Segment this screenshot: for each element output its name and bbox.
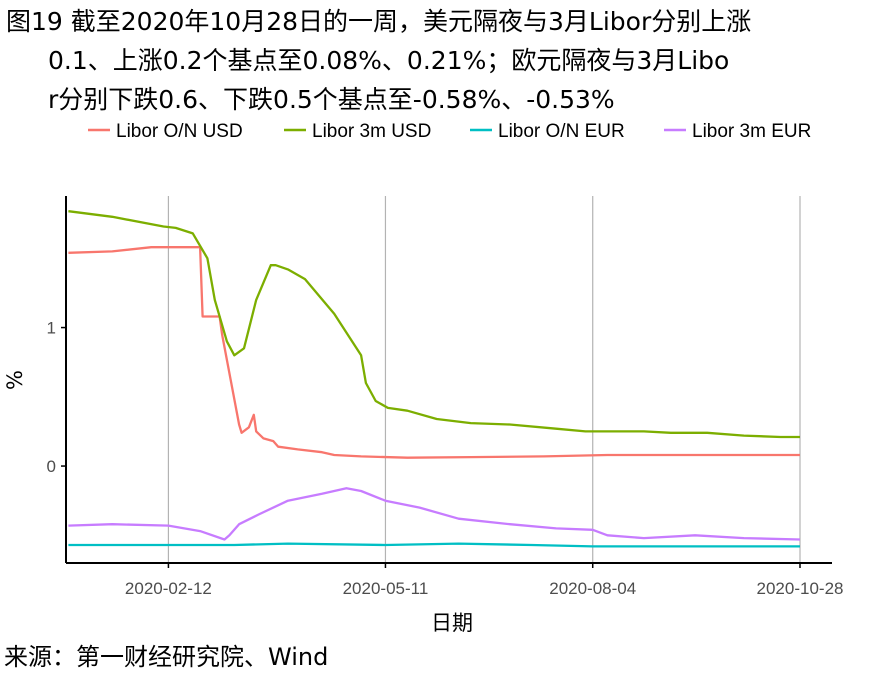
legend-label-2: Libor O/N EUR: [498, 121, 625, 142]
title-line-1: 图19 截至2020年10月28日的一周，美元隔夜与3月Libor分别上涨: [6, 7, 752, 36]
legend: Libor O/N USD Libor 3m USD Libor O/N EUR Li…: [88, 121, 811, 142]
series-line-3: [68, 487, 801, 541]
series-lines: [68, 210, 801, 548]
series-line-0: [68, 246, 800, 459]
x-tick-label-2020-10-28: 2020-10-28: [757, 579, 844, 598]
y-tick-label-1: 1: [47, 319, 56, 338]
y-axis-label: %: [3, 370, 27, 390]
x-tick-label-2020-02-12: 2020-02-12: [125, 579, 212, 598]
series-line-1: [68, 210, 800, 439]
x-tick-label-2020-05-11: 2020-05-11: [343, 579, 429, 598]
legend-label-3: Libor 3m EUR: [692, 121, 811, 142]
chart-title: 图19 截至2020年10月28日的一周，美元隔夜与3月Libor分别上涨 0.…: [6, 2, 876, 119]
x-tick-label-2020-08-04: 2020-08-04: [549, 579, 636, 598]
x-axis-label: 日期: [431, 611, 473, 635]
legend-label-1: Libor 3m USD: [312, 121, 431, 142]
series-line-2: [68, 542, 800, 548]
title-line-3: r分别下跌0.6、下跌0.5个基点至-0.58%、-0.53%: [48, 85, 615, 114]
title-line-2: 0.1、上涨0.2个基点至0.08%、0.21%；欧元隔夜与3月Libo: [48, 46, 730, 75]
source-note: 来源：第一财经研究院、Wind: [4, 643, 329, 671]
vertical-gridlines: [167, 196, 801, 563]
axes: 0 1 2020-02-12 2020-05-11 2020-08-04 2020-10-…: [47, 196, 844, 598]
y-tick-label-0: 0: [47, 457, 56, 476]
legend-label-0: Libor O/N USD: [116, 121, 243, 142]
